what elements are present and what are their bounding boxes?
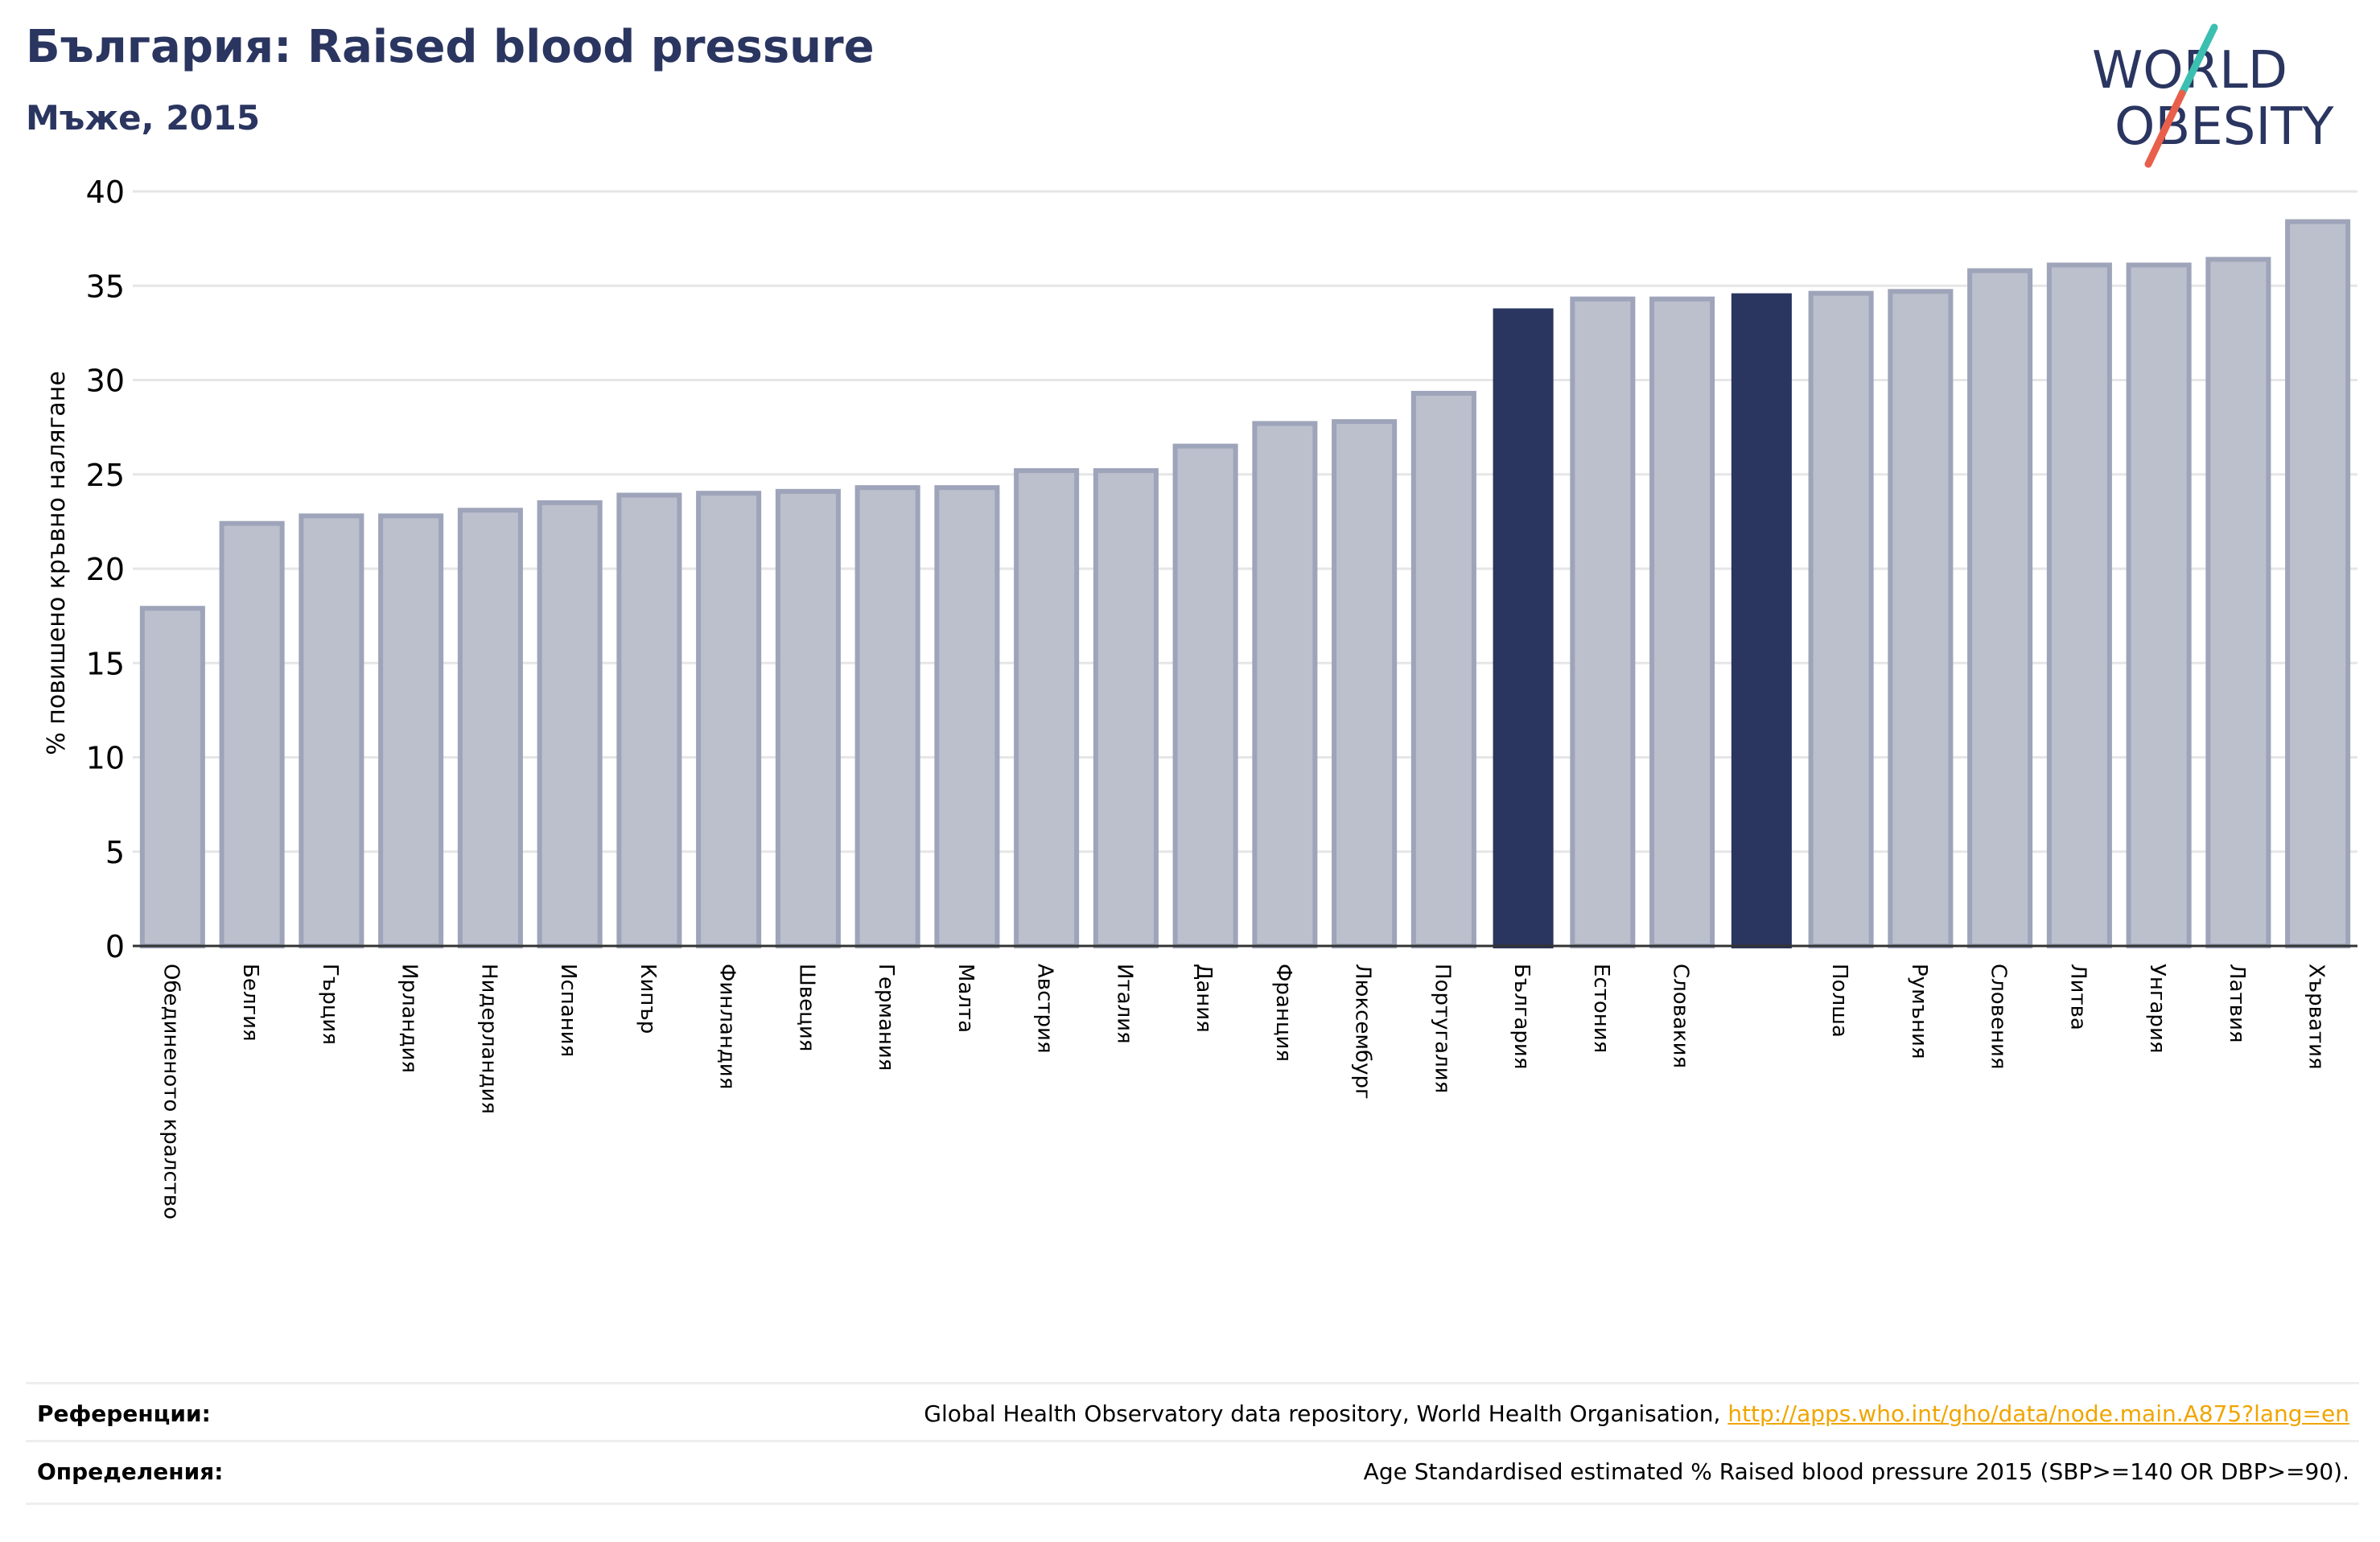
x-tick-label: Обединеното кралство bbox=[159, 964, 183, 1219]
bar-chart: 0 5 10 15 20 25 30 35 40 Обединеното кралство Бел… bbox=[43, 175, 2357, 1219]
x-tick-label: Швеция bbox=[794, 964, 818, 1051]
bar-Словакия bbox=[1649, 296, 1715, 949]
world-obesity-logo: WORLD OBESITY bbox=[2092, 23, 2334, 168]
references-link[interactable]: http://apps.who.int/gho/data/node.main.A… bbox=[1727, 1400, 2349, 1427]
bar-България bbox=[1493, 308, 1554, 948]
bar-Унгария bbox=[2126, 262, 2192, 948]
references-source: Global Health Observatory data repositor… bbox=[924, 1400, 1728, 1427]
definitions-label: Определения: bbox=[37, 1458, 224, 1485]
bar-Естония bbox=[1570, 296, 1636, 949]
x-tick-label: Португалия bbox=[1430, 964, 1454, 1093]
bars bbox=[139, 219, 2351, 949]
x-tick-label: Полша bbox=[1827, 964, 1851, 1038]
bar-Франция bbox=[1252, 421, 1318, 948]
bar-Италия bbox=[1093, 468, 1159, 948]
y-axis-label: % повишено кръвно налягане bbox=[43, 371, 71, 755]
bar-Финландия bbox=[696, 491, 762, 948]
logo-line2: OBESITY bbox=[2114, 97, 2334, 157]
references-text: Global Health Observatory data repositor… bbox=[924, 1400, 2349, 1427]
x-tick-label: Италия bbox=[1112, 964, 1136, 1044]
y-tick-labels: 0 5 10 15 20 25 30 35 40 bbox=[86, 175, 125, 964]
bar-Полша bbox=[1808, 290, 1874, 948]
bar-Люксембург bbox=[1332, 419, 1398, 948]
y-tick-label: 0 bbox=[105, 929, 125, 964]
bar-Португалия bbox=[1410, 390, 1476, 949]
x-tick-label: Кипър bbox=[636, 964, 660, 1034]
x-tick-label: Словения bbox=[1987, 964, 2011, 1070]
bar-Швеция bbox=[775, 488, 841, 948]
definitions-row: Определения: Age Standardised estimated … bbox=[26, 1440, 2359, 1499]
x-tick-label: Финландия bbox=[715, 964, 739, 1089]
bar-Словения bbox=[1967, 268, 2033, 948]
x-tick-label: Естония bbox=[1589, 964, 1613, 1053]
y-tick-label: 25 bbox=[86, 458, 125, 493]
bar-Латвия bbox=[2205, 257, 2271, 949]
bar-Испания bbox=[537, 500, 603, 948]
definitions-text: Age Standardised estimated % Raised bloo… bbox=[1363, 1458, 2349, 1485]
bar-Кипър bbox=[616, 492, 682, 948]
chart-title: България: Raised blood pressure bbox=[26, 21, 875, 73]
x-tick-label: Германия bbox=[874, 964, 898, 1071]
x-tick-label: Дания bbox=[1192, 964, 1216, 1033]
x-tick-label: Белгия bbox=[238, 964, 262, 1042]
y-tick-label: 15 bbox=[86, 646, 125, 681]
x-tick-label: Малта bbox=[953, 964, 978, 1033]
y-tick-label: 35 bbox=[86, 269, 125, 304]
y-tick-label: 20 bbox=[86, 552, 125, 587]
x-tick-label: Нидерландия bbox=[476, 964, 500, 1114]
x-tick-label: Гърция bbox=[318, 964, 342, 1045]
x-tick-labels: Обединеното кралство Белгия Гърция Ирландия… bbox=[159, 964, 2328, 1219]
bar-Малта bbox=[934, 485, 1000, 948]
bar-Румъния bbox=[1888, 289, 1954, 949]
x-tick-label: Ирландия bbox=[397, 964, 422, 1073]
bar-Австрия bbox=[1014, 468, 1080, 948]
y-tick-label: 30 bbox=[86, 364, 125, 399]
chart-subtitle: Мъже, 2015 bbox=[26, 98, 261, 138]
bar-Ирландия bbox=[378, 513, 444, 948]
x-tick-label: Румъния bbox=[1907, 964, 1931, 1059]
y-tick-label: 40 bbox=[86, 175, 125, 210]
references-row: Референции: Global Health Observatory da… bbox=[26, 1382, 2359, 1441]
bar-Хърватия bbox=[2285, 219, 2351, 948]
x-tick-label: Люксембург bbox=[1351, 964, 1375, 1100]
y-tick-label: 5 bbox=[105, 835, 125, 870]
bar-Германия bbox=[854, 485, 920, 948]
bar-unlabeled bbox=[1731, 293, 1792, 948]
x-tick-label: Испания bbox=[556, 964, 580, 1057]
bar-Гърция bbox=[299, 513, 364, 948]
bar-Литва bbox=[2046, 262, 2112, 948]
logo-slash-top bbox=[2178, 23, 2218, 97]
x-tick-label: България bbox=[1509, 964, 1534, 1069]
y-tick-label: 10 bbox=[86, 741, 125, 776]
x-tick-label: Унгария bbox=[2145, 964, 2169, 1053]
references-divider bbox=[26, 1503, 2359, 1505]
logo-slash-bottom bbox=[2144, 89, 2186, 168]
x-tick-label: Хърватия bbox=[2304, 964, 2329, 1070]
x-tick-label: Австрия bbox=[1033, 964, 1057, 1054]
x-tick-label: Литва bbox=[2065, 964, 2090, 1030]
bar-Обединеното кралство bbox=[139, 606, 205, 948]
references-label: Референции: bbox=[37, 1400, 211, 1427]
bar-Нидерландия bbox=[457, 508, 523, 948]
bar-Дания bbox=[1172, 443, 1238, 948]
x-tick-label: Франция bbox=[1271, 964, 1295, 1062]
x-tick-label: Латвия bbox=[2225, 964, 2249, 1043]
x-tick-label: Словакия bbox=[1669, 964, 1693, 1068]
bar-Белгия bbox=[219, 520, 285, 948]
